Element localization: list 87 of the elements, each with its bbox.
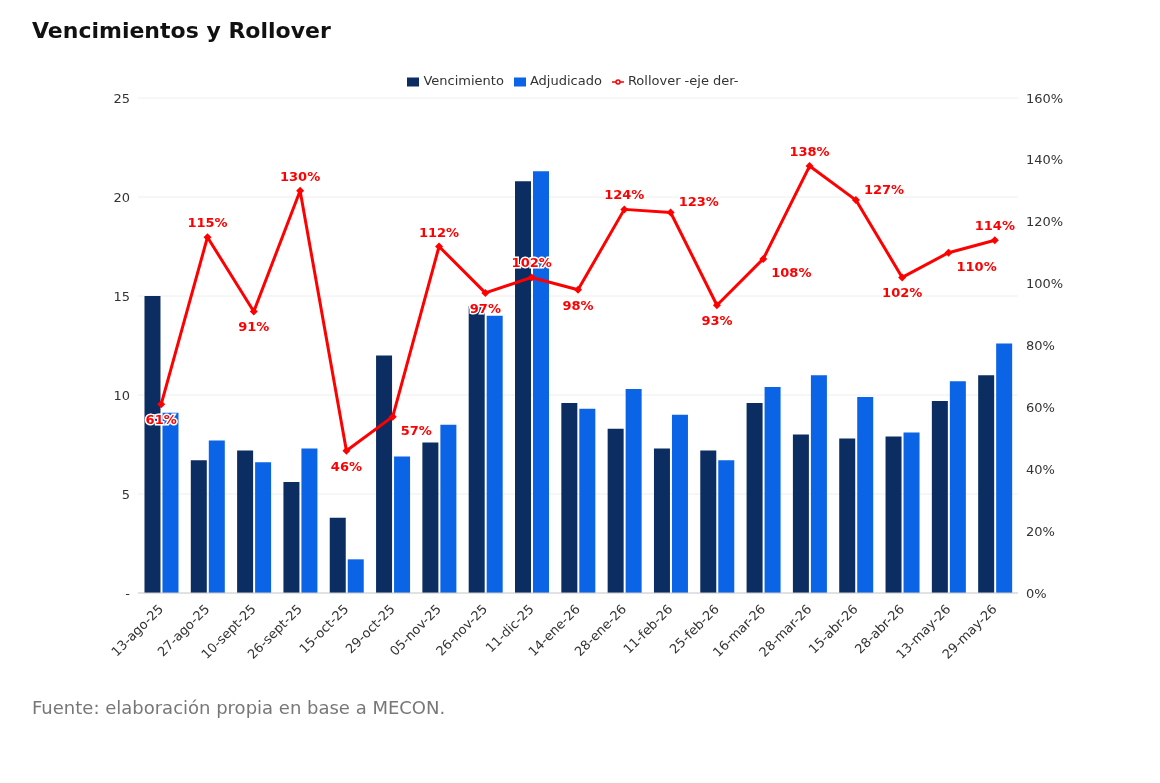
data-label: 130% <box>280 168 321 184</box>
y2-tick-label: 160% <box>1026 90 1064 106</box>
bar <box>700 450 717 593</box>
bar <box>764 387 781 593</box>
data-label: 46% <box>330 458 362 474</box>
y2-tick-label: 100% <box>1026 276 1064 292</box>
y-tick-label: 20 <box>113 189 130 205</box>
bar <box>255 462 272 593</box>
bar <box>394 456 411 593</box>
data-label: 110% <box>956 258 997 274</box>
point <box>574 285 582 294</box>
bar <box>237 450 254 593</box>
point <box>759 254 768 263</box>
point <box>620 205 629 214</box>
point <box>990 236 999 245</box>
bar <box>376 355 393 593</box>
bar <box>486 315 503 593</box>
bar <box>190 460 207 593</box>
y-tick-label: 25 <box>113 90 130 106</box>
bar <box>903 432 920 593</box>
legend-label: Vencimiento <box>423 73 504 88</box>
data-label: 138% <box>789 144 830 160</box>
data-label: 123% <box>678 194 719 210</box>
bar <box>607 428 624 593</box>
data-label: 112% <box>418 224 460 240</box>
data-label: 102% <box>882 285 923 301</box>
y-tick-label: 10 <box>113 387 130 403</box>
legend-label: Adjudicado <box>529 73 602 88</box>
y2-tick-label: 80% <box>1026 338 1055 354</box>
bar <box>978 375 995 593</box>
point <box>712 301 721 310</box>
bar <box>301 448 318 593</box>
bar <box>579 408 596 593</box>
bar <box>653 448 670 593</box>
point <box>249 307 258 316</box>
point <box>435 242 444 251</box>
point <box>666 208 675 217</box>
data-label: 91% <box>238 319 270 335</box>
point <box>944 248 953 257</box>
y2-tick-label: 20% <box>1026 523 1055 539</box>
bar <box>996 343 1013 593</box>
data-label: 124% <box>604 187 645 203</box>
point <box>388 412 397 421</box>
bar <box>857 396 874 593</box>
y2-tick-label: 0% <box>1026 585 1047 601</box>
point <box>157 400 166 409</box>
point <box>851 196 860 205</box>
data-label: 98% <box>562 297 594 313</box>
y2-tick-label: 40% <box>1026 461 1055 477</box>
y2-tick-label: 120% <box>1026 214 1064 230</box>
point <box>481 288 490 297</box>
bar <box>931 400 948 593</box>
bar <box>746 402 763 593</box>
point <box>342 446 351 455</box>
data-label: 127% <box>863 182 905 198</box>
bar <box>949 381 966 593</box>
bar <box>839 438 856 593</box>
bar <box>208 440 225 593</box>
bar <box>347 559 364 593</box>
bar <box>810 375 827 593</box>
bar <box>561 402 578 593</box>
bar <box>422 442 439 593</box>
data-label: 97% <box>469 300 501 316</box>
data-label: 93% <box>701 313 733 329</box>
bar <box>440 424 457 593</box>
bar <box>792 434 809 593</box>
point <box>805 162 814 171</box>
data-label: 115% <box>187 215 228 231</box>
data-label: 108% <box>771 264 812 280</box>
y2-tick-label: 60% <box>1026 399 1055 415</box>
bar <box>625 389 642 593</box>
y2-tick-label: 140% <box>1026 152 1064 168</box>
bar <box>885 436 902 593</box>
bar <box>283 482 300 593</box>
legend-label: Rollover -eje der- <box>627 73 739 88</box>
point <box>527 273 536 282</box>
y-tick-label: 15 <box>113 288 130 304</box>
chart-title: Vencimientos y Rollover <box>31 17 332 43</box>
bar <box>671 414 688 593</box>
source-note: Fuente: elaboración propia en base a MECON. <box>31 696 447 718</box>
data-label: 57% <box>400 422 432 438</box>
bar <box>329 517 346 593</box>
y-tick-label: 5 <box>121 486 130 502</box>
bar <box>718 460 735 593</box>
data-label: 114% <box>974 218 1015 234</box>
point <box>898 273 907 282</box>
y-tick-label: - <box>125 585 131 601</box>
